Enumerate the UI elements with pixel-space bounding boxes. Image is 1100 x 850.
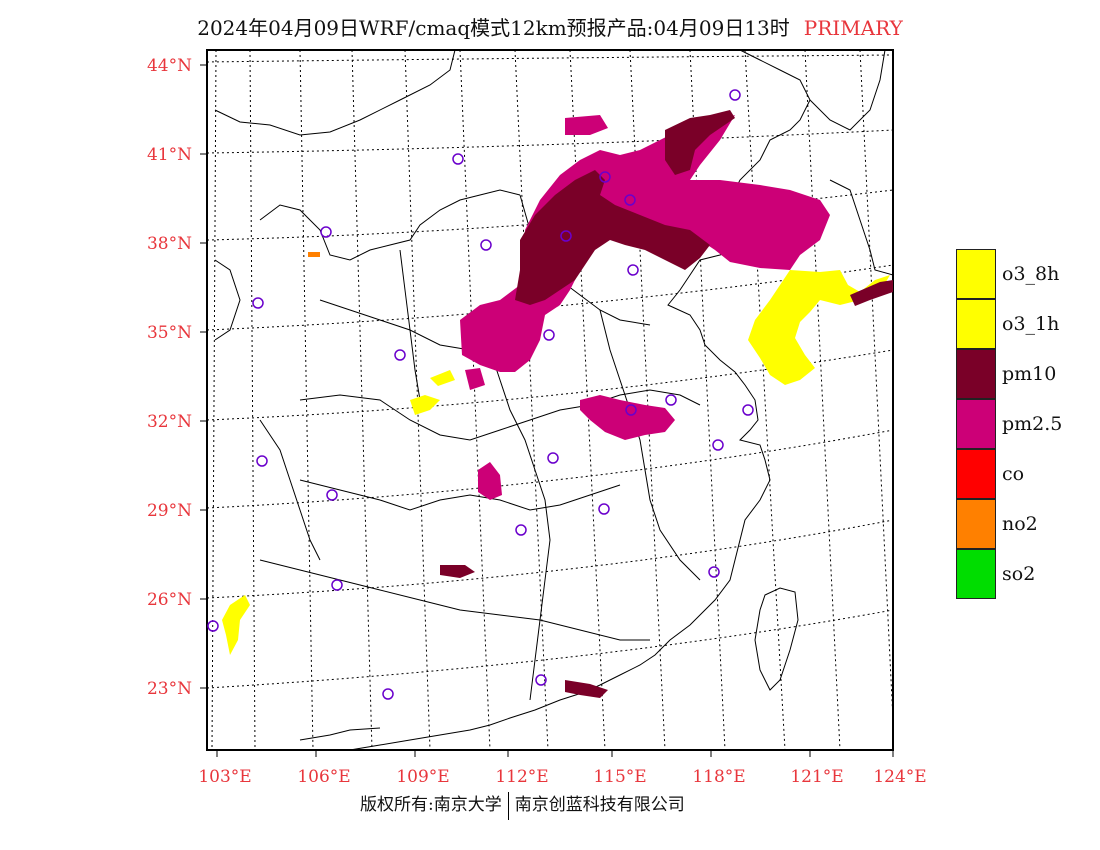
lat-label: 44°N <box>147 56 192 76</box>
pm2-5-area-top <box>565 115 608 135</box>
pm2-5-area-shaanxi <box>465 368 485 390</box>
legend-swatch <box>956 249 996 299</box>
station-marker <box>624 194 636 206</box>
legend-item-no2: no2 <box>956 499 1086 549</box>
axis-ticks <box>200 64 894 757</box>
lat-label: 23°N <box>147 679 192 699</box>
station-markers <box>207 89 754 700</box>
copyright-left: 版权所有:南京大学 <box>360 795 502 815</box>
copyright-right: 南京创蓝科技有限公司 <box>514 795 685 815</box>
station-marker <box>625 404 637 416</box>
station-marker <box>627 264 639 276</box>
pollution-fields <box>222 110 893 698</box>
station-marker <box>252 297 264 309</box>
title-text: 2024年04月09日WRF/cmaq模式12km预报产品:04月09日13时 <box>197 16 790 40</box>
station-marker <box>331 579 343 591</box>
lon-label: 109°E <box>396 767 449 787</box>
page-title: 2024年04月09日WRF/cmaq模式12km预报产品:04月09日13时 P… <box>0 12 1100 41</box>
o3-area-small <box>430 370 455 386</box>
pm2-5-area-central <box>580 395 675 440</box>
station-marker <box>665 394 677 406</box>
station-marker <box>712 439 724 451</box>
legend: o3_8h o3_1h pm10 pm2.5 co no2 so2 <box>956 249 1086 599</box>
lat-label: 38°N <box>147 234 192 254</box>
legend-item-o3-1h: o3_1h <box>956 299 1086 349</box>
o3-area-west <box>222 595 250 655</box>
station-marker <box>382 688 394 700</box>
station-marker <box>708 566 720 578</box>
station-marker <box>742 404 754 416</box>
lon-label: 118°E <box>692 767 745 787</box>
copyright-footer: 版权所有:南京大学 南京创蓝科技有限公司 <box>360 790 685 820</box>
station-marker <box>320 226 332 238</box>
footer-separator <box>507 791 509 820</box>
legend-item-pm10: pm10 <box>956 349 1086 399</box>
legend-swatch <box>956 549 996 599</box>
station-marker <box>515 524 527 536</box>
station-marker <box>535 674 547 686</box>
pm2-5-area-sichuan <box>478 462 502 500</box>
lat-label: 29°N <box>147 501 192 521</box>
lon-label: 124°E <box>873 767 926 787</box>
map-frame <box>206 49 894 751</box>
pm10-area-ne <box>665 110 735 175</box>
station-marker <box>452 153 464 165</box>
legend-item-so2: so2 <box>956 549 1086 599</box>
legend-swatch <box>956 349 996 399</box>
legend-swatch <box>956 299 996 349</box>
pm10-area-east-tip <box>850 280 893 306</box>
legend-swatch <box>956 499 996 549</box>
latitude-labels: 44°N 41°N 38°N 35°N 32°N 29°N 26°N 23°N <box>147 56 192 699</box>
legend-swatch <box>956 399 996 449</box>
lon-label: 106°E <box>297 767 350 787</box>
pm10-area-sw <box>440 565 475 578</box>
primary-tag: PRIMARY <box>803 16 903 40</box>
station-marker <box>207 620 219 632</box>
o3-area-central <box>410 395 440 415</box>
lat-label: 41°N <box>147 145 192 165</box>
station-marker <box>560 230 572 242</box>
lat-label: 35°N <box>147 323 192 343</box>
lon-label: 121°E <box>790 767 843 787</box>
lon-label: 115°E <box>593 767 646 787</box>
station-marker <box>394 349 406 361</box>
station-marker <box>326 489 338 501</box>
station-marker <box>256 455 268 467</box>
legend-label: o3_8h <box>1002 263 1060 285</box>
pm10-area-north <box>515 170 710 305</box>
legend-label: no2 <box>1002 513 1038 535</box>
lon-label: 103°E <box>198 767 251 787</box>
legend-label: pm2.5 <box>1002 413 1063 435</box>
legend-label: co <box>1002 463 1025 485</box>
legend-item-co: co <box>956 449 1086 499</box>
legend-swatch <box>956 449 996 499</box>
pm10-area-south <box>565 680 608 698</box>
pm2-5-area-north <box>460 115 830 372</box>
station-marker <box>729 89 741 101</box>
station-marker <box>543 329 555 341</box>
legend-item-pm2-5: pm2.5 <box>956 399 1086 449</box>
no2-spot <box>308 252 320 257</box>
lat-label: 26°N <box>147 590 192 610</box>
station-marker <box>480 239 492 251</box>
legend-item-o3-8h: o3_8h <box>956 249 1086 299</box>
station-marker <box>598 503 610 515</box>
longitude-labels: 103°E 106°E 109°E 112°E 115°E 118°E 121°… <box>198 767 926 787</box>
lon-label: 112°E <box>495 767 548 787</box>
station-marker <box>599 171 611 183</box>
legend-label: o3_1h <box>1002 313 1060 335</box>
station-marker <box>547 452 559 464</box>
legend-label: pm10 <box>1002 363 1057 385</box>
boundaries <box>214 49 894 751</box>
legend-label: so2 <box>1002 563 1036 585</box>
lat-label: 32°N <box>147 412 192 432</box>
